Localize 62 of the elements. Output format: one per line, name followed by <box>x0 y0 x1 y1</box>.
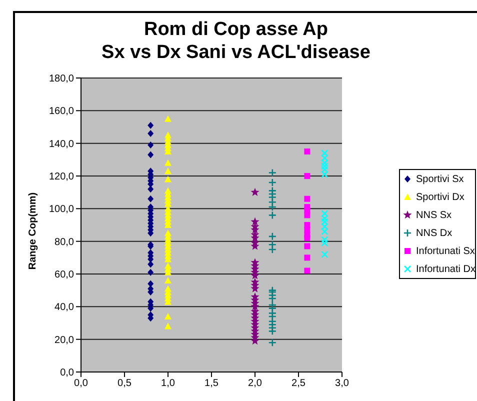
y-tick-label: 60,0 <box>54 270 74 281</box>
legend-label: Sportivi Sx <box>416 174 464 184</box>
point <box>268 211 277 220</box>
point <box>268 245 277 254</box>
point <box>304 212 310 218</box>
y-tick-label: 160,0 <box>48 106 74 118</box>
y-tick-label: 140,0 <box>48 138 74 150</box>
point <box>164 312 172 320</box>
point <box>268 178 277 187</box>
legend-label: Infortunati Dx <box>416 264 476 274</box>
y-tick-label: 80,0 <box>54 236 74 248</box>
point <box>268 198 277 206</box>
point <box>164 322 172 330</box>
y-axis-title: Range Cop(mm) <box>28 192 38 270</box>
point <box>148 141 154 148</box>
point <box>268 240 277 249</box>
x-tick-label: 3,0 <box>335 378 350 390</box>
point <box>304 173 310 179</box>
legend-label: Infortunati Sx <box>416 246 475 256</box>
point <box>164 176 172 182</box>
chart-title: Rom di Cop asse Ap Sx vs Dx Sani vs ACL'disease <box>100 18 372 64</box>
y-tick-label: 120,0 <box>48 172 74 183</box>
point <box>320 239 328 247</box>
x-tick-label: 2,0 <box>248 378 262 390</box>
point <box>164 168 172 174</box>
x-tick-label: 1,0 <box>161 378 176 390</box>
point <box>164 159 172 166</box>
point <box>250 217 260 226</box>
point <box>304 243 310 250</box>
y-tick-label: 0,0 <box>60 368 74 379</box>
legend-label: NNS Dx <box>416 228 452 238</box>
point <box>304 196 310 202</box>
point <box>320 250 328 258</box>
point <box>164 277 172 284</box>
point <box>268 202 277 212</box>
point <box>148 195 154 202</box>
point <box>148 122 154 129</box>
point <box>304 235 310 242</box>
point <box>148 186 154 193</box>
point <box>148 280 154 288</box>
y-tick-label: 20,0 <box>54 334 74 346</box>
x-tick-label: 1,5 <box>204 378 219 390</box>
point <box>304 148 310 154</box>
point <box>148 130 154 138</box>
point <box>164 115 172 122</box>
point <box>304 268 310 274</box>
point <box>304 254 310 261</box>
point <box>268 232 277 241</box>
point <box>148 268 154 276</box>
x-tick-label: 2,5 <box>292 378 306 390</box>
point <box>268 338 277 347</box>
point <box>148 260 154 268</box>
legend-label: NNS Sx <box>416 210 452 220</box>
legend-label: Sportivi Dx <box>416 192 464 202</box>
x-tick-label: 0,0 <box>74 378 88 390</box>
y-tick-label: 40,0 <box>54 302 74 314</box>
point <box>268 168 277 177</box>
y-tick-label: 180,0 <box>48 74 74 85</box>
x-tick-label: 0,5 <box>118 378 132 390</box>
y-tick-label: 100,0 <box>48 204 74 216</box>
point <box>250 188 260 196</box>
point <box>148 151 154 158</box>
